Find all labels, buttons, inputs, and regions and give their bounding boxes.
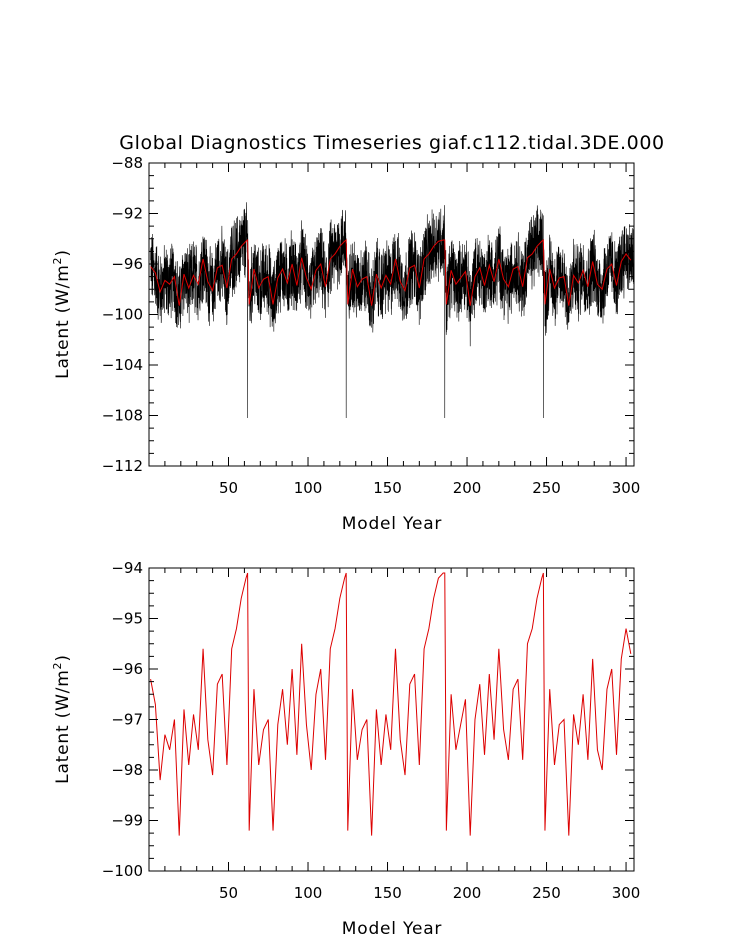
bottom-plot-area: [150, 572, 632, 836]
bottom-y-axis-label: Latent (W/m2): [51, 654, 73, 784]
bottom-x-axis-label: Model Year: [342, 919, 442, 939]
y-tick-label: −95: [111, 610, 143, 628]
series-line-monthly: [150, 202, 634, 419]
x-tick-label: 250: [532, 884, 561, 902]
y-tick-label: −112: [102, 457, 143, 475]
x-tick-label: 150: [373, 884, 402, 902]
x-tick-label: 200: [453, 479, 482, 497]
bottom-panel: 50 100 150 200 250 300−94−95−96−97−98−99−100 …: [51, 559, 640, 939]
x-tick-label: 250: [532, 479, 561, 497]
top-x-axis-label: Model Year: [342, 514, 442, 534]
x-tick-label: 300: [612, 884, 641, 902]
x-tick-label: 150: [373, 479, 402, 497]
x-tick-label: 200: [453, 884, 482, 902]
x-tick-label: 300: [612, 479, 641, 497]
chart-title: Global Diagnostics Timeseries giaf.c112.…: [119, 132, 664, 154]
x-tick-label: 50: [219, 884, 238, 902]
x-tick-label: 100: [294, 884, 323, 902]
bottom-plot-frame: [148, 567, 635, 872]
y-tick-label: −108: [102, 407, 143, 425]
series-line-annual-mean: [150, 572, 632, 836]
top-axis-ticks: 50 100 150 200 250 300 −88 −92 −96 −100 −104 −108 −1…: [102, 154, 641, 497]
y-tick-label: −96: [111, 255, 143, 273]
y-tick-label: −100: [102, 306, 143, 324]
y-tick-label: −99: [111, 812, 143, 830]
y-tick-label: −92: [111, 205, 143, 223]
y-tick-label: −104: [102, 356, 143, 374]
y-tick-label: −94: [111, 559, 143, 577]
x-tick-label: 50: [219, 479, 238, 497]
y-tick-label: −98: [111, 761, 143, 779]
y-tick-label: −97: [111, 711, 143, 729]
x-tick-label: 100: [294, 479, 323, 497]
y-tick-label: −88: [111, 154, 143, 172]
top-plot-area: [150, 202, 634, 419]
top-panel: 50 100 150 200 250 300 −88 −92 −96 −100 −104 −108 −1…: [51, 154, 640, 534]
y-tick-label: −100: [102, 862, 143, 880]
top-y-axis-label: Latent (W/m2): [51, 249, 73, 379]
y-tick-label: −96: [111, 660, 143, 678]
series-line-annual-mean: [150, 238, 632, 306]
bottom-axis-ticks: 50 100 150 200 250 300 −94 −95 −96 −97 −98 −99 −100: [102, 559, 641, 902]
